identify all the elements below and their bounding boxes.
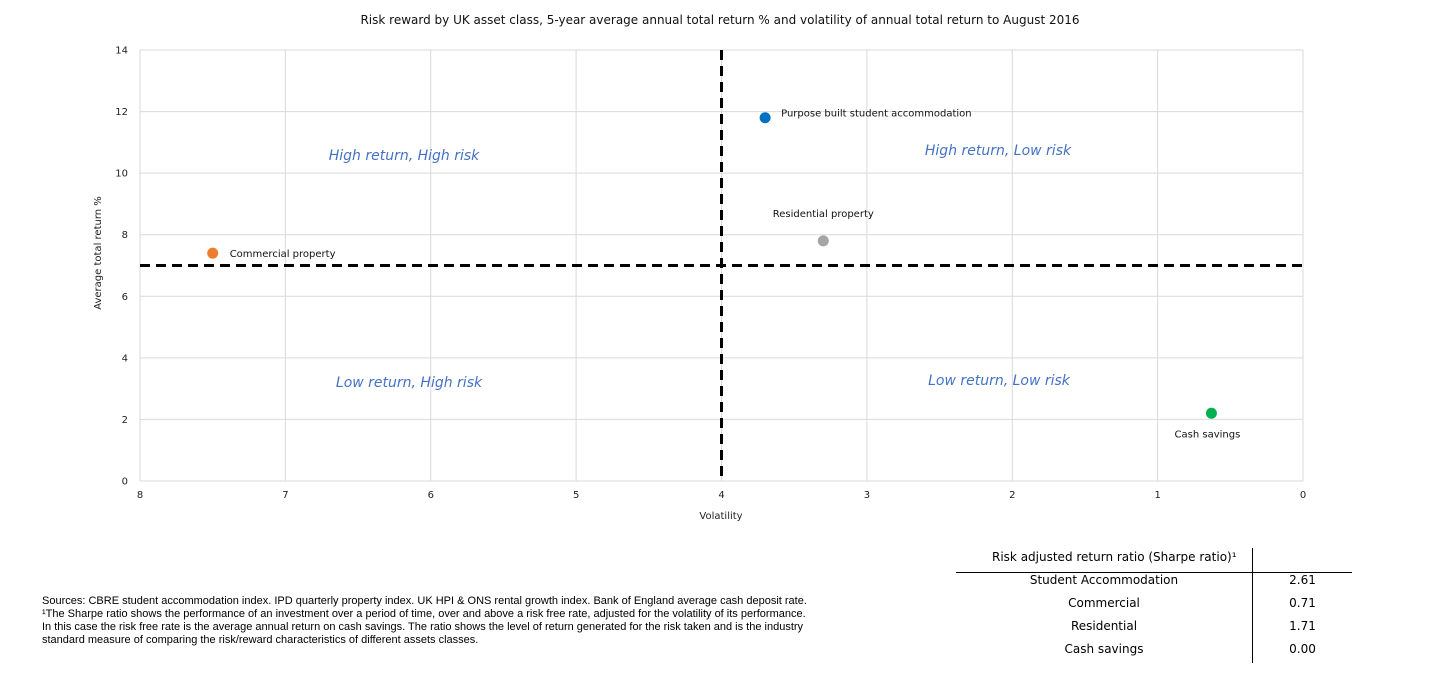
x-axis-label: Volatility xyxy=(699,511,742,522)
quadrant-dividers xyxy=(140,50,1303,481)
x-tick-label: 7 xyxy=(282,490,288,501)
x-tick-label: 0 xyxy=(1300,490,1306,501)
sources-note: Sources: CBRE student accommodation inde… xyxy=(42,595,902,647)
data-point xyxy=(759,112,771,124)
sharpe-ratio-table: Risk adjusted return ratio (Sharpe ratio… xyxy=(956,546,1352,665)
y-tick-label: 10 xyxy=(115,169,128,180)
table-row: Student Accommodation 2.61 xyxy=(956,573,1352,596)
x-tick-label: 4 xyxy=(718,490,724,501)
quadrant-label-low-return-low-risk: Low return, Low risk xyxy=(928,373,1071,389)
sharpe-footnote-line: standard measure of comparing the risk/r… xyxy=(42,634,479,646)
y-tick-label: 14 xyxy=(115,46,128,57)
quadrant-label-high-return-low-risk: High return, Low risk xyxy=(925,143,1072,159)
table-cell-value: 1.71 xyxy=(1289,619,1316,633)
data-point-label: Cash savings xyxy=(1175,429,1241,440)
y-tick-label: 0 xyxy=(122,477,128,488)
table-cell-name: Student Accommodation xyxy=(1029,573,1179,587)
x-tick-label: 8 xyxy=(137,490,143,501)
sharpe-footnote-line: ¹The Sharpe ratio shows the performance … xyxy=(42,608,806,620)
data-point-label: Purpose built student accommodation xyxy=(781,109,972,120)
quadrant-label-high-return-high-risk: High return, High risk xyxy=(329,148,480,164)
data-point xyxy=(817,235,829,247)
y-tick-label: 12 xyxy=(115,107,128,118)
table-header-label: Risk adjusted return ratio (Sharpe ratio… xyxy=(992,550,1237,564)
table-row: Residential 1.71 xyxy=(956,619,1352,642)
table-divider xyxy=(1252,548,1253,663)
x-tick-label: 2 xyxy=(1009,490,1015,501)
table-header: Risk adjusted return ratio (Sharpe ratio… xyxy=(956,546,1352,573)
x-tick-label: 5 xyxy=(573,490,579,501)
data-points: Purpose built student accommodation Resid… xyxy=(207,109,1241,440)
x-tick-label: 1 xyxy=(1154,490,1160,501)
table-cell-name: Residential xyxy=(1070,619,1138,633)
sources-line: Sources: CBRE student accommodation inde… xyxy=(42,595,807,607)
table-cell-value: 2.61 xyxy=(1289,573,1316,587)
y-tick-label: 2 xyxy=(122,415,128,426)
table-cell-value: 0.71 xyxy=(1289,596,1316,610)
table-cell-name: Commercial xyxy=(1068,596,1140,610)
y-tick-label: 4 xyxy=(122,353,128,364)
risk-reward-chart: Risk reward by UK asset class, 5-year av… xyxy=(93,13,1306,522)
quadrant-label-low-return-high-risk: Low return, High risk xyxy=(336,375,483,391)
sharpe-footnote-line: In this case the risk free rate is the a… xyxy=(42,621,804,633)
table-row: Commercial 0.71 xyxy=(956,596,1352,619)
y-tick-label: 8 xyxy=(122,230,128,241)
data-point xyxy=(207,247,219,259)
data-point-label: Commercial property xyxy=(230,249,336,260)
chart-title: Risk reward by UK asset class, 5-year av… xyxy=(360,13,1079,27)
table-cell-value: 0.00 xyxy=(1289,642,1316,656)
y-tick-label: 6 xyxy=(122,292,128,303)
x-tick-label: 6 xyxy=(428,490,434,501)
data-point-label: Residential property xyxy=(773,209,874,220)
table-row: Cash savings 0.00 xyxy=(956,642,1352,665)
data-point xyxy=(1205,407,1217,419)
x-tick-label: 3 xyxy=(864,490,870,501)
table-cell-name: Cash savings xyxy=(1064,642,1144,656)
y-axis-label: Average total return % xyxy=(93,196,104,310)
